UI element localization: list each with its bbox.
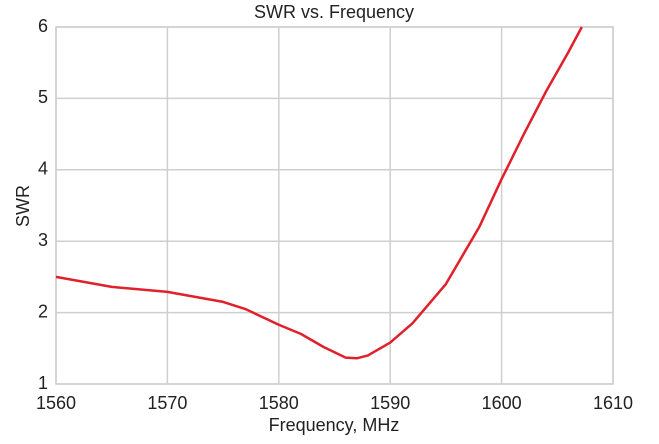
- x-tick-label: 1590: [370, 393, 410, 413]
- x-tick-label: 1560: [36, 393, 76, 413]
- x-tick-label: 1570: [147, 393, 187, 413]
- y-axis-label: SWR: [13, 185, 33, 227]
- x-tick-label: 1580: [259, 393, 299, 413]
- data-line: [55, 26, 583, 360]
- y-tick-label: 2: [38, 301, 48, 321]
- y-tick-label: 3: [38, 230, 48, 250]
- x-tick-label: 1600: [482, 393, 522, 413]
- y-tick-label: 5: [38, 87, 48, 107]
- chart-title: SWR vs. Frequency: [254, 2, 414, 22]
- plot-area: [55, 26, 614, 385]
- x-tick-label: 1610: [593, 393, 633, 413]
- y-tick-label: 4: [38, 159, 48, 179]
- y-tick-label: 6: [38, 16, 48, 36]
- y-tick-label: 1: [38, 373, 48, 393]
- x-axis-label: Frequency, MHz: [269, 415, 400, 435]
